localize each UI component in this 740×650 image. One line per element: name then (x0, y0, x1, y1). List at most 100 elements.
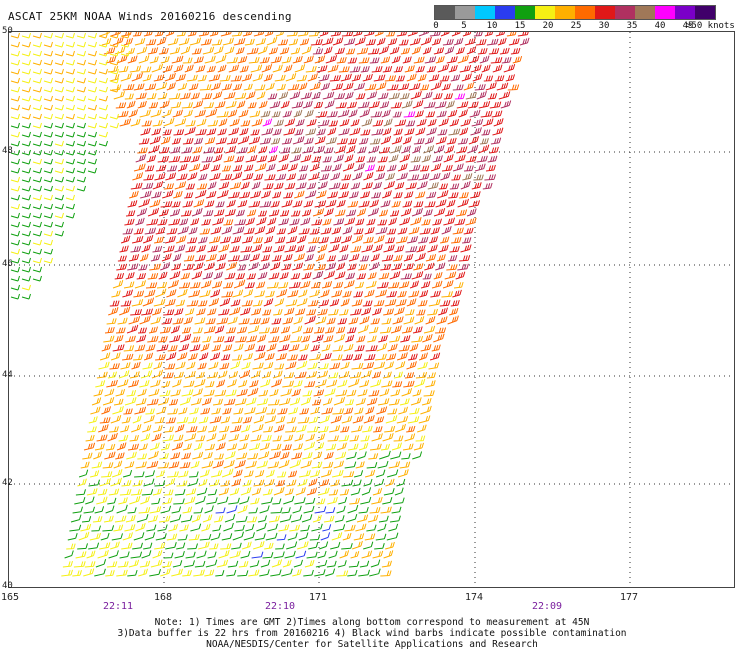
wind-barb (54, 86, 64, 93)
wind-barb (322, 524, 332, 532)
wind-barb (194, 378, 206, 388)
wind-barb (240, 550, 251, 559)
wind-barb (76, 77, 86, 84)
wind-barb (224, 335, 235, 343)
wind-barb (334, 515, 345, 523)
wind-barb (188, 227, 198, 235)
wind-barb (337, 379, 348, 388)
wind-barb (429, 352, 441, 361)
wind-barb (209, 543, 219, 550)
wind-barb (126, 324, 139, 334)
wind-barb (130, 245, 142, 253)
scale-swatch (535, 6, 555, 19)
wind-barb (372, 550, 384, 559)
wind-barb (150, 254, 161, 262)
wind-barb (54, 104, 64, 111)
wind-barb (294, 128, 304, 136)
wind-barb (393, 192, 403, 199)
wind-barb (117, 561, 129, 568)
wind-barb (90, 406, 101, 415)
wind-barb (271, 559, 283, 568)
wind-barb (186, 74, 198, 82)
wind-barb (182, 263, 194, 271)
wind-barb (317, 181, 328, 190)
wind-barb (228, 433, 240, 442)
wind-barb (203, 389, 215, 397)
wind-barb (252, 424, 264, 433)
wind-barb (141, 308, 153, 316)
wind-barb (179, 461, 191, 469)
wind-barb (377, 523, 387, 532)
wind-barb (174, 308, 184, 316)
wind-barb (342, 226, 353, 235)
wind-barb (190, 460, 200, 469)
wind-barb (291, 388, 301, 397)
wind-barb (253, 237, 263, 244)
wind-barb (385, 237, 395, 244)
wind-barb (215, 262, 226, 271)
wind-barb (323, 515, 335, 523)
wind-barb (181, 146, 193, 154)
wind-barb (281, 568, 293, 577)
wind-barb (305, 433, 315, 442)
wind-barb (196, 308, 206, 316)
wind-barb (384, 299, 397, 307)
wind-barb (426, 191, 437, 199)
wind-barb (122, 353, 134, 361)
wind-barb (166, 82, 176, 91)
wind-barb (259, 201, 272, 208)
wind-barb (275, 543, 285, 550)
wind-barb (10, 68, 20, 75)
wind-barb (202, 209, 214, 217)
wind-barb (43, 221, 53, 228)
wind-barb (202, 271, 214, 280)
wind-barb (311, 399, 322, 406)
wind-barb (396, 236, 408, 244)
wind-barb (416, 244, 426, 253)
wind-barb (361, 182, 373, 190)
wind-barb (426, 127, 437, 136)
wind-barb (340, 73, 352, 82)
wind-barb (348, 378, 360, 388)
wind-barb (366, 218, 376, 226)
wind-barb (431, 280, 443, 289)
wind-barbs (10, 32, 530, 577)
wind-barb (162, 190, 174, 199)
wind-barb (159, 147, 170, 154)
wind-barb (99, 32, 110, 37)
wind-barb (173, 434, 184, 442)
wind-barb (269, 326, 280, 334)
wind-barb (141, 120, 152, 127)
wind-barb (299, 470, 311, 478)
wind-barb (290, 514, 303, 523)
wind-barb (221, 533, 233, 541)
wind-barb (339, 244, 349, 253)
wind-barb (107, 497, 117, 505)
wind-barb (126, 100, 136, 109)
wind-barb (366, 524, 377, 532)
wind-barb (120, 362, 131, 370)
wind-barb (64, 550, 74, 559)
wind-barb (355, 93, 366, 100)
wind-barb (359, 560, 370, 568)
wind-barb (355, 218, 365, 226)
wind-barb (199, 469, 210, 478)
wind-barb (125, 210, 136, 217)
wind-barb (207, 551, 217, 559)
lon-label-177: 177 (619, 592, 639, 603)
wind-barb (296, 74, 308, 82)
wind-barb (206, 190, 217, 199)
wind-barb (195, 128, 207, 136)
wind-barb (78, 531, 90, 541)
wind-barb (307, 426, 319, 433)
wind-barb (201, 460, 214, 469)
wind-barb (368, 453, 379, 460)
wind-barb (255, 37, 266, 46)
wind-barb (301, 335, 311, 343)
wind-barb (302, 327, 314, 334)
wind-barb (54, 203, 64, 210)
wind-barb (381, 318, 392, 325)
wind-barb (388, 461, 401, 469)
wind-barb (361, 118, 373, 127)
wind-barb (336, 199, 346, 208)
